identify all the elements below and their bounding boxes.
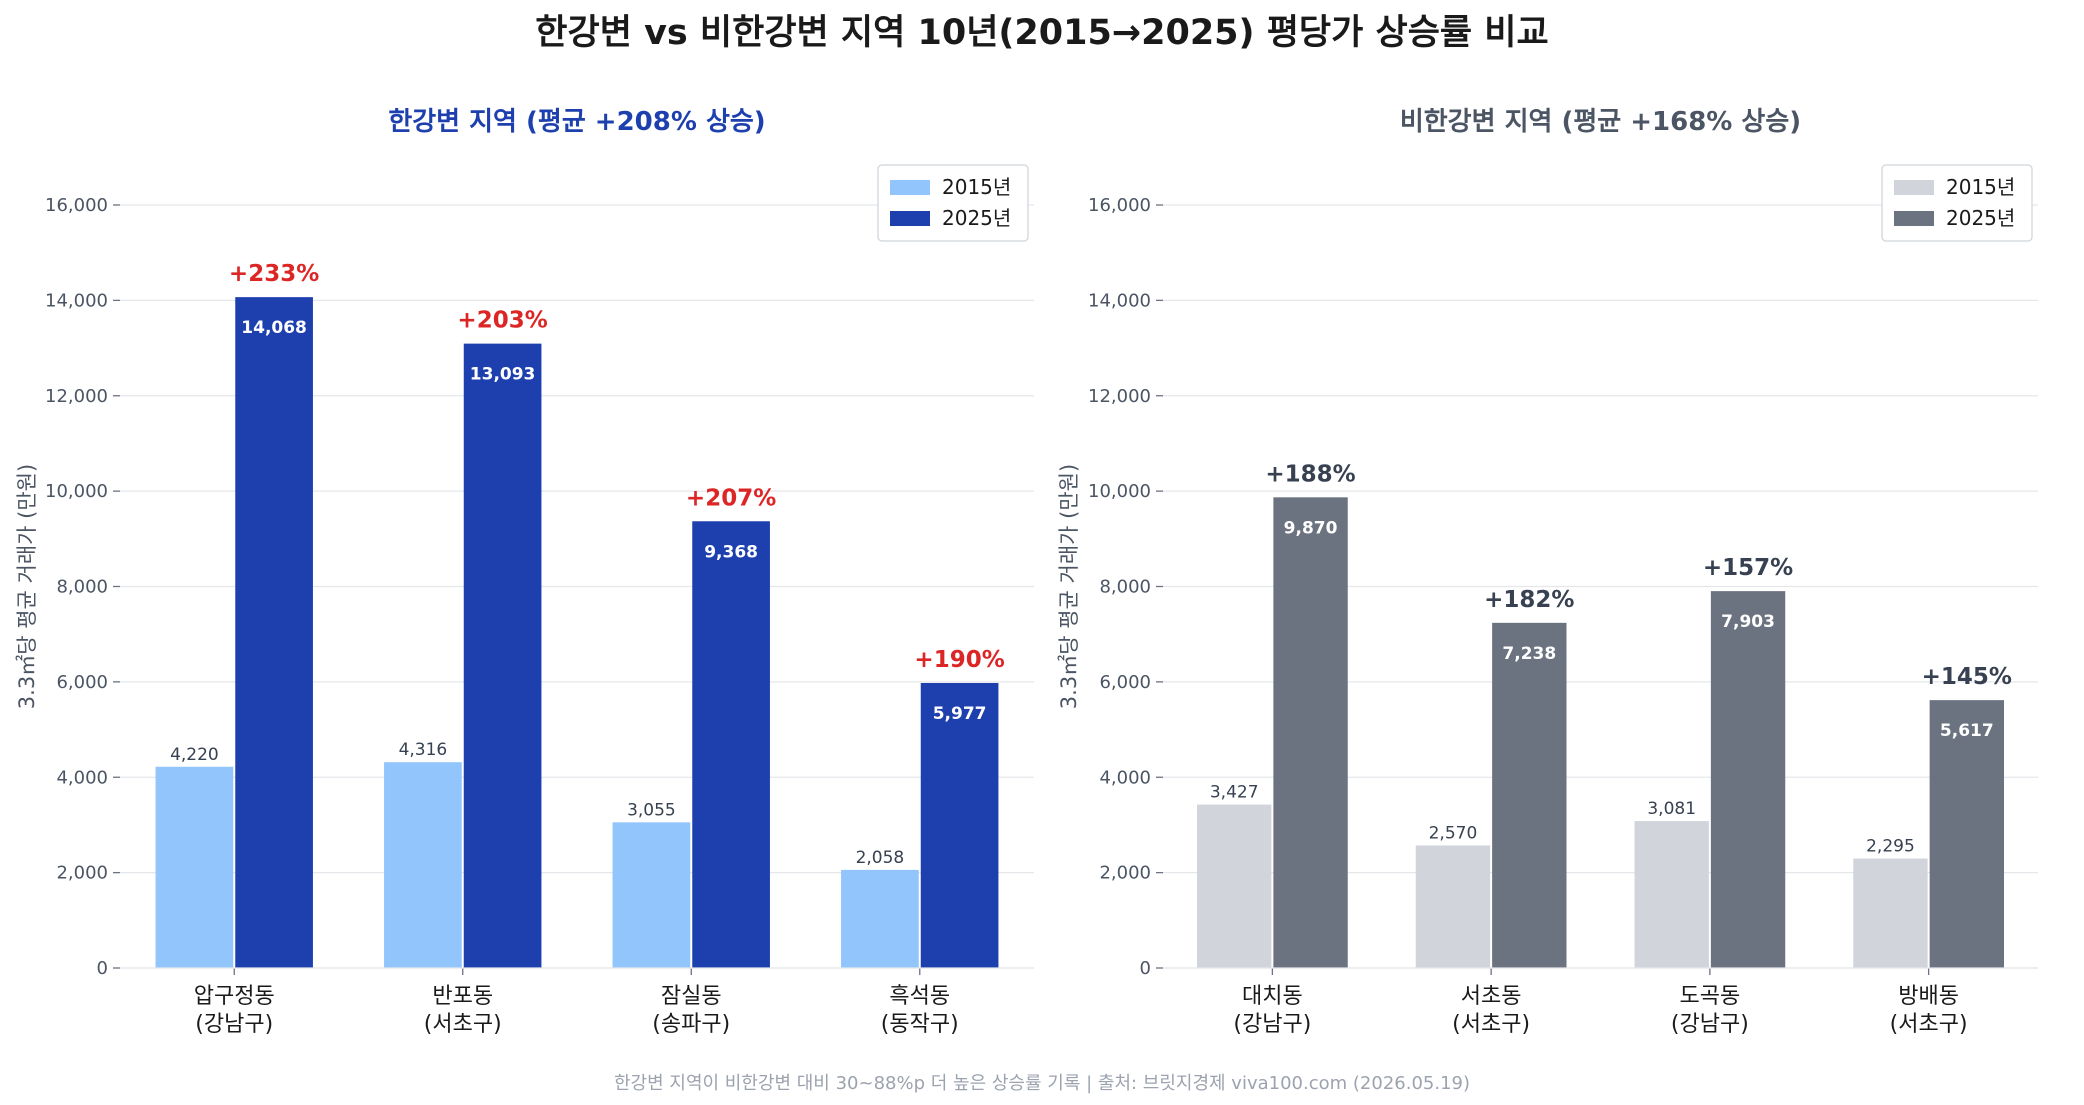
y-axis-label: 3.3㎡당 평균 거래가 (만원) — [15, 464, 39, 709]
value-label: 4,220 — [170, 745, 219, 765]
growth-label: +233% — [229, 261, 319, 287]
legend-label: 2025년 — [942, 206, 1011, 230]
legend-swatch — [890, 180, 930, 195]
x-tick-label: 압구정동 (강남구) — [194, 984, 275, 1037]
growth-label: +188% — [1265, 461, 1355, 487]
y-tick-label: 14,000 — [45, 290, 108, 311]
x-tick-label: 대치동 (강남구) — [1233, 984, 1311, 1037]
legend-label: 2015년 — [942, 175, 1011, 199]
value-label: 5,977 — [933, 704, 987, 724]
bar-2025-1 — [235, 297, 313, 968]
value-label: 13,093 — [470, 365, 536, 385]
y-tick-label: 8,000 — [56, 577, 108, 598]
x-tick-label: 서초동 (서초구) — [1452, 984, 1530, 1037]
x-tick-label: 반포동 (서초구) — [424, 984, 502, 1037]
value-label: 7,238 — [1502, 644, 1556, 664]
bar-2025-4 — [1929, 700, 2004, 968]
value-label: 2,058 — [856, 848, 905, 868]
value-label: 5,617 — [1940, 721, 1994, 741]
bar-2015-4 — [1853, 858, 1928, 968]
bar-2015-1 — [1197, 804, 1272, 968]
legend-swatch — [1894, 180, 1934, 195]
growth-label: +182% — [1484, 587, 1574, 613]
y-tick-label: 2,000 — [56, 863, 108, 884]
y-tick-label: 8,000 — [1099, 577, 1151, 598]
legend-label: 2015년 — [1946, 175, 2015, 199]
bar-2025-3 — [1710, 591, 1786, 968]
legend: 2015년 2025년 — [1881, 164, 2033, 242]
bar-2015-3 — [612, 822, 691, 968]
legend-swatch — [1894, 211, 1934, 226]
bar-2015-1 — [155, 766, 234, 968]
chart-panel-1: 한강변 지역 (평균 +208% 상승) 0 2,000 4,000 6,000 8,00… — [15, 107, 1034, 1037]
growth-label: +157% — [1703, 555, 1793, 581]
panel-title: 비한강변 지역 (평균 +168% 상승) — [1400, 107, 1801, 137]
value-label: 4,316 — [399, 740, 448, 760]
y-tick-label: 10,000 — [45, 481, 108, 502]
bar-2025-1 — [1273, 497, 1348, 968]
bar-2015-4 — [841, 869, 919, 968]
footer-source-note: 한강변 지역이 비한강변 대비 30~88%p 더 높은 상승률 기록 | 출처… — [613, 1073, 1470, 1094]
growth-label: +203% — [457, 308, 547, 334]
y-tick-label: 10,000 — [1088, 481, 1151, 502]
x-tick-label: 흑석동 (동작구) — [881, 984, 959, 1037]
x-tick-label: 방배동 (서초구) — [1890, 984, 1968, 1037]
x-tick-label: 도곡동 (강남구) — [1671, 984, 1749, 1037]
value-label: 9,368 — [704, 542, 758, 562]
y-tick-label: 6,000 — [56, 672, 108, 693]
panel-title: 한강변 지역 (평균 +208% 상승) — [388, 107, 765, 137]
y-tick-label: 0 — [1140, 958, 1151, 979]
legend: 2015년 2025년 — [877, 164, 1029, 242]
value-label: 3,427 — [1210, 783, 1259, 803]
y-tick-label: 0 — [97, 958, 108, 979]
value-label: 14,068 — [241, 318, 307, 338]
y-tick-label: 2,000 — [1099, 863, 1151, 884]
value-label: 2,295 — [1866, 837, 1915, 857]
bar-2015-2 — [384, 762, 462, 968]
y-tick-label: 4,000 — [56, 767, 108, 788]
value-label: 9,870 — [1284, 518, 1338, 538]
legend-label: 2025년 — [1946, 206, 2015, 230]
y-tick-label: 12,000 — [1088, 386, 1151, 407]
bar-2025-2 — [463, 343, 542, 968]
y-tick-label: 4,000 — [1099, 767, 1151, 788]
value-label: 3,055 — [627, 800, 676, 820]
y-tick-label: 16,000 — [45, 195, 108, 216]
legend-swatch — [890, 211, 930, 226]
chart-panel-2: 비한강변 지역 (평균 +168% 상승) 0 2,000 4,000 6,000 8,0… — [1057, 107, 2038, 1037]
y-tick-label: 16,000 — [1088, 195, 1151, 216]
bar-2015-2 — [1415, 845, 1491, 968]
chart-main-title: 한강변 vs 비한강변 지역 10년(2015→2025) 평당가 상승률 비교 — [535, 13, 1549, 53]
bar-2025-4 — [920, 682, 999, 968]
value-label: 3,081 — [1647, 799, 1696, 819]
growth-label: +207% — [686, 485, 776, 511]
y-tick-label: 6,000 — [1099, 672, 1151, 693]
bar-2025-2 — [1492, 622, 1567, 968]
y-axis-label: 3.3㎡당 평균 거래가 (만원) — [1057, 464, 1081, 709]
growth-label: +190% — [914, 647, 1004, 673]
value-label: 7,903 — [1721, 612, 1775, 632]
growth-label: +145% — [1922, 664, 2012, 690]
x-tick-label: 잠실동 (송파구) — [652, 984, 730, 1037]
bar-2015-3 — [1634, 821, 1709, 968]
y-tick-label: 12,000 — [45, 386, 108, 407]
y-tick-label: 14,000 — [1088, 290, 1151, 311]
bar-2025-3 — [692, 521, 770, 968]
value-label: 2,570 — [1429, 823, 1478, 843]
